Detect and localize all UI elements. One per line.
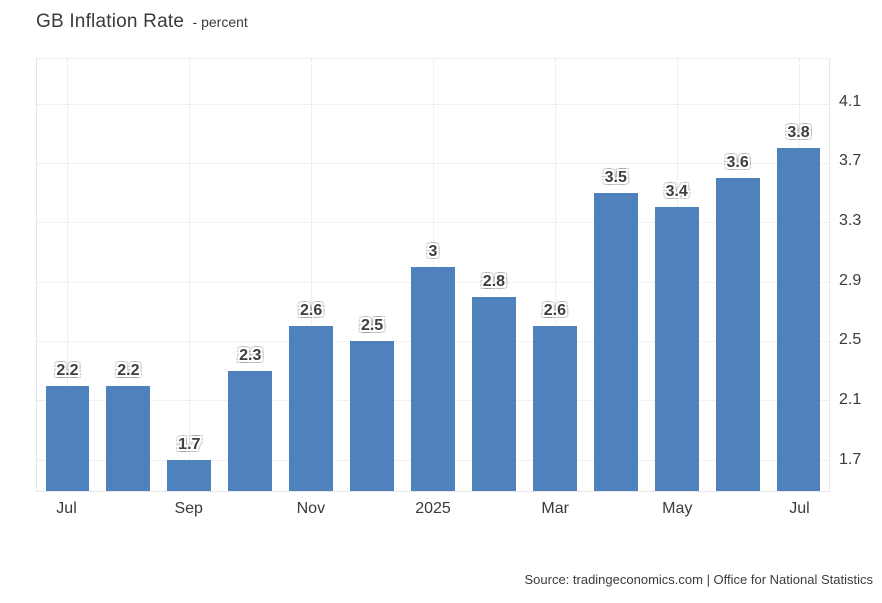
chart-title: GB Inflation Rate: [36, 11, 185, 32]
bar-value-label: 2.6: [543, 302, 566, 320]
x-tick-label: Nov: [296, 500, 326, 517]
bar-value-label: 3.8: [787, 124, 810, 142]
bar[interactable]: [289, 326, 334, 491]
bar-value-label: 3: [428, 242, 438, 260]
x-tick-label: 2025: [415, 500, 451, 517]
bar[interactable]: [106, 385, 151, 491]
bar[interactable]: [350, 341, 394, 491]
x-tick-label: May: [662, 500, 693, 517]
bar-value-label: 2.5: [360, 317, 384, 335]
bar-value-label: 1.7: [178, 435, 201, 453]
y-tick-label: 2.5: [839, 331, 862, 349]
bar-value-label: 2.8: [482, 272, 506, 290]
y-tick-label: 3.3: [839, 212, 862, 230]
y-tick-label: 2.9: [839, 271, 862, 289]
x-tick-label: Mar: [541, 500, 569, 517]
x-tick-label: Jul: [789, 500, 810, 517]
bar-value-label: 3.4: [665, 183, 688, 201]
bar[interactable]: [593, 192, 638, 491]
bar-value-label: 3.5: [604, 168, 627, 186]
x-tick-label: Jul: [56, 500, 77, 517]
bar[interactable]: [228, 370, 273, 491]
bar-value-label: 2.3: [239, 346, 262, 364]
x-tick-label: Sep: [174, 500, 203, 517]
chart-header: GB Inflation Rate - percent: [36, 11, 248, 33]
x-gridline: [67, 59, 69, 491]
chart-subtitle: - percent: [192, 14, 248, 30]
y-tick-label: 3.7: [839, 152, 862, 170]
y-tick-label: 1.7: [839, 450, 862, 468]
bar[interactable]: [167, 459, 212, 491]
bar[interactable]: [776, 148, 821, 491]
x-gridline: [554, 59, 556, 491]
plot-area: 2.2 2.2 1.7 2.3 2.6 2.5 3 2.8 2.6 3.5 3.4 3.6 3.8: [36, 58, 830, 492]
y-tick-label: 2.1: [839, 391, 862, 409]
bar[interactable]: [532, 326, 577, 491]
bar[interactable]: [411, 266, 455, 491]
bar[interactable]: [654, 207, 699, 491]
bar-value-label: 3.6: [726, 153, 749, 171]
y-tick-label: 4.1: [839, 92, 862, 110]
x-gridline: [189, 59, 191, 491]
bar-value-label: 2.2: [117, 361, 140, 379]
source-credit: Source: tradingeconomics.com | Office fo…: [524, 572, 873, 587]
bar-value-label: 2.2: [56, 361, 79, 379]
bar[interactable]: [471, 296, 516, 491]
x-gridline: [311, 59, 313, 491]
bar[interactable]: [45, 385, 90, 491]
bar-value-label: 2.6: [300, 302, 323, 320]
bar[interactable]: [715, 177, 760, 491]
